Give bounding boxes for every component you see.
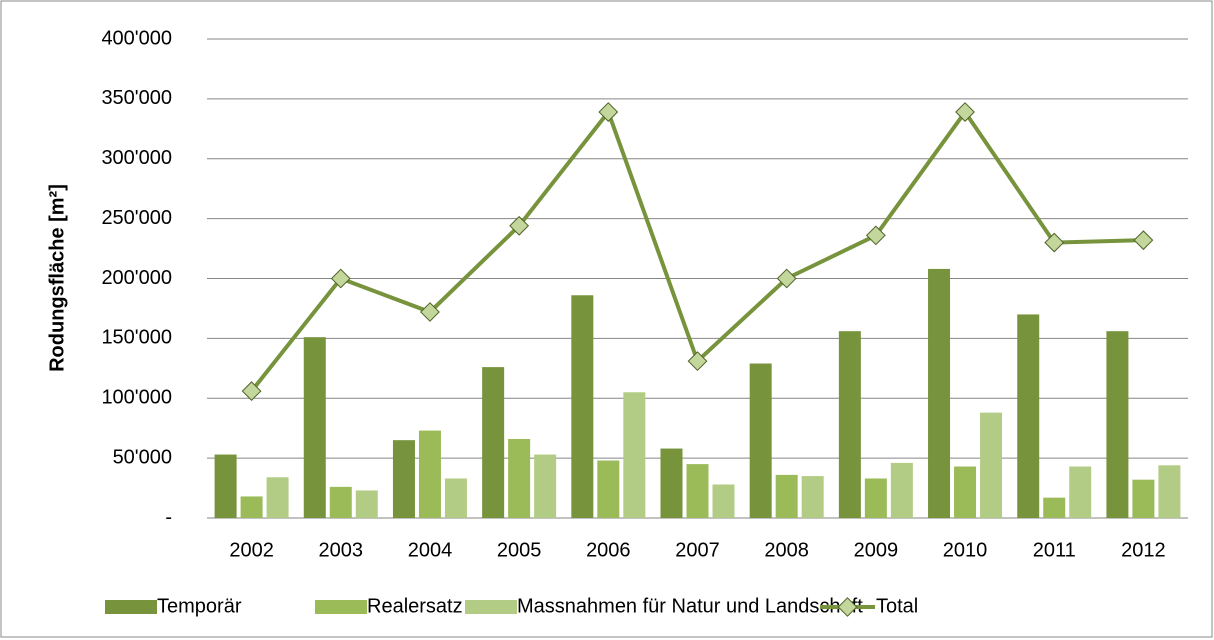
bar — [266, 477, 289, 518]
x-tick-label: 2008 — [764, 539, 809, 561]
bar — [623, 392, 646, 518]
bar — [444, 478, 467, 518]
bar — [801, 476, 824, 518]
x-tick-label: 2006 — [586, 539, 631, 561]
bar — [660, 448, 683, 518]
bar — [749, 363, 772, 518]
bar — [928, 268, 951, 518]
x-tick-label: 2002 — [229, 539, 274, 561]
marker — [241, 381, 262, 401]
bar — [712, 484, 735, 518]
x-tick-label: 2010 — [943, 539, 988, 561]
legend-label: Realersatz — [367, 595, 463, 617]
y-tick-label: 400'000 — [101, 27, 172, 49]
bar — [214, 454, 237, 518]
marker — [1133, 230, 1154, 251]
bar — [303, 337, 326, 518]
x-tick-label: 2007 — [675, 539, 720, 561]
x-tick-label: 2009 — [854, 539, 899, 561]
legend-swatch — [837, 597, 858, 617]
bar — [1106, 331, 1129, 518]
bar — [534, 454, 557, 518]
y-tick-label: 200'000 — [101, 267, 172, 289]
bar — [838, 331, 861, 518]
bar — [1069, 466, 1092, 518]
marker — [330, 268, 351, 289]
bar — [686, 464, 709, 518]
marker — [1044, 232, 1065, 253]
y-axis-label: Rodungsfläche [m²] — [46, 184, 68, 372]
y-tick-label: 100'000 — [101, 387, 172, 409]
marker — [420, 302, 440, 322]
y-tick-label: 350'000 — [101, 87, 172, 109]
bar — [954, 466, 977, 518]
bar — [240, 496, 263, 518]
bar — [1132, 479, 1155, 518]
marker — [865, 225, 886, 246]
x-tick-label: 2004 — [408, 539, 453, 561]
y-tick-label: 50'000 — [113, 446, 172, 468]
legend-swatch — [465, 600, 517, 614]
legend-label: Temporär — [157, 595, 242, 617]
legend-swatch — [105, 600, 157, 614]
bar — [571, 295, 594, 518]
x-tick-label: 2012 — [1121, 539, 1166, 561]
bar — [392, 440, 415, 518]
bar — [508, 438, 531, 518]
y-tick-label: 150'000 — [101, 327, 172, 349]
y-tick-label: - — [165, 506, 172, 528]
marker — [776, 268, 797, 289]
bar — [597, 460, 620, 518]
legend-swatch — [315, 600, 367, 614]
x-tick-label: 2011 — [1033, 539, 1076, 561]
bar — [864, 478, 887, 518]
marker — [598, 102, 619, 122]
legend-label: Total — [876, 595, 918, 617]
bar — [890, 462, 913, 518]
marker — [687, 351, 708, 372]
marker — [509, 215, 530, 236]
bar — [355, 490, 378, 518]
bar — [482, 367, 505, 518]
bar — [418, 430, 441, 518]
marker — [955, 102, 975, 122]
bar — [1043, 497, 1066, 518]
legend-label: Massnahmen für Natur und Landschaft — [517, 595, 863, 617]
bar — [775, 474, 798, 518]
bar — [980, 412, 1003, 518]
bar — [1158, 465, 1181, 518]
y-tick-label: 300'000 — [101, 147, 172, 169]
bar — [1017, 314, 1040, 518]
x-tick-label: 2003 — [319, 539, 364, 561]
bar — [329, 486, 352, 518]
y-tick-label: 250'000 — [101, 207, 172, 229]
x-tick-label: 2005 — [497, 539, 542, 561]
